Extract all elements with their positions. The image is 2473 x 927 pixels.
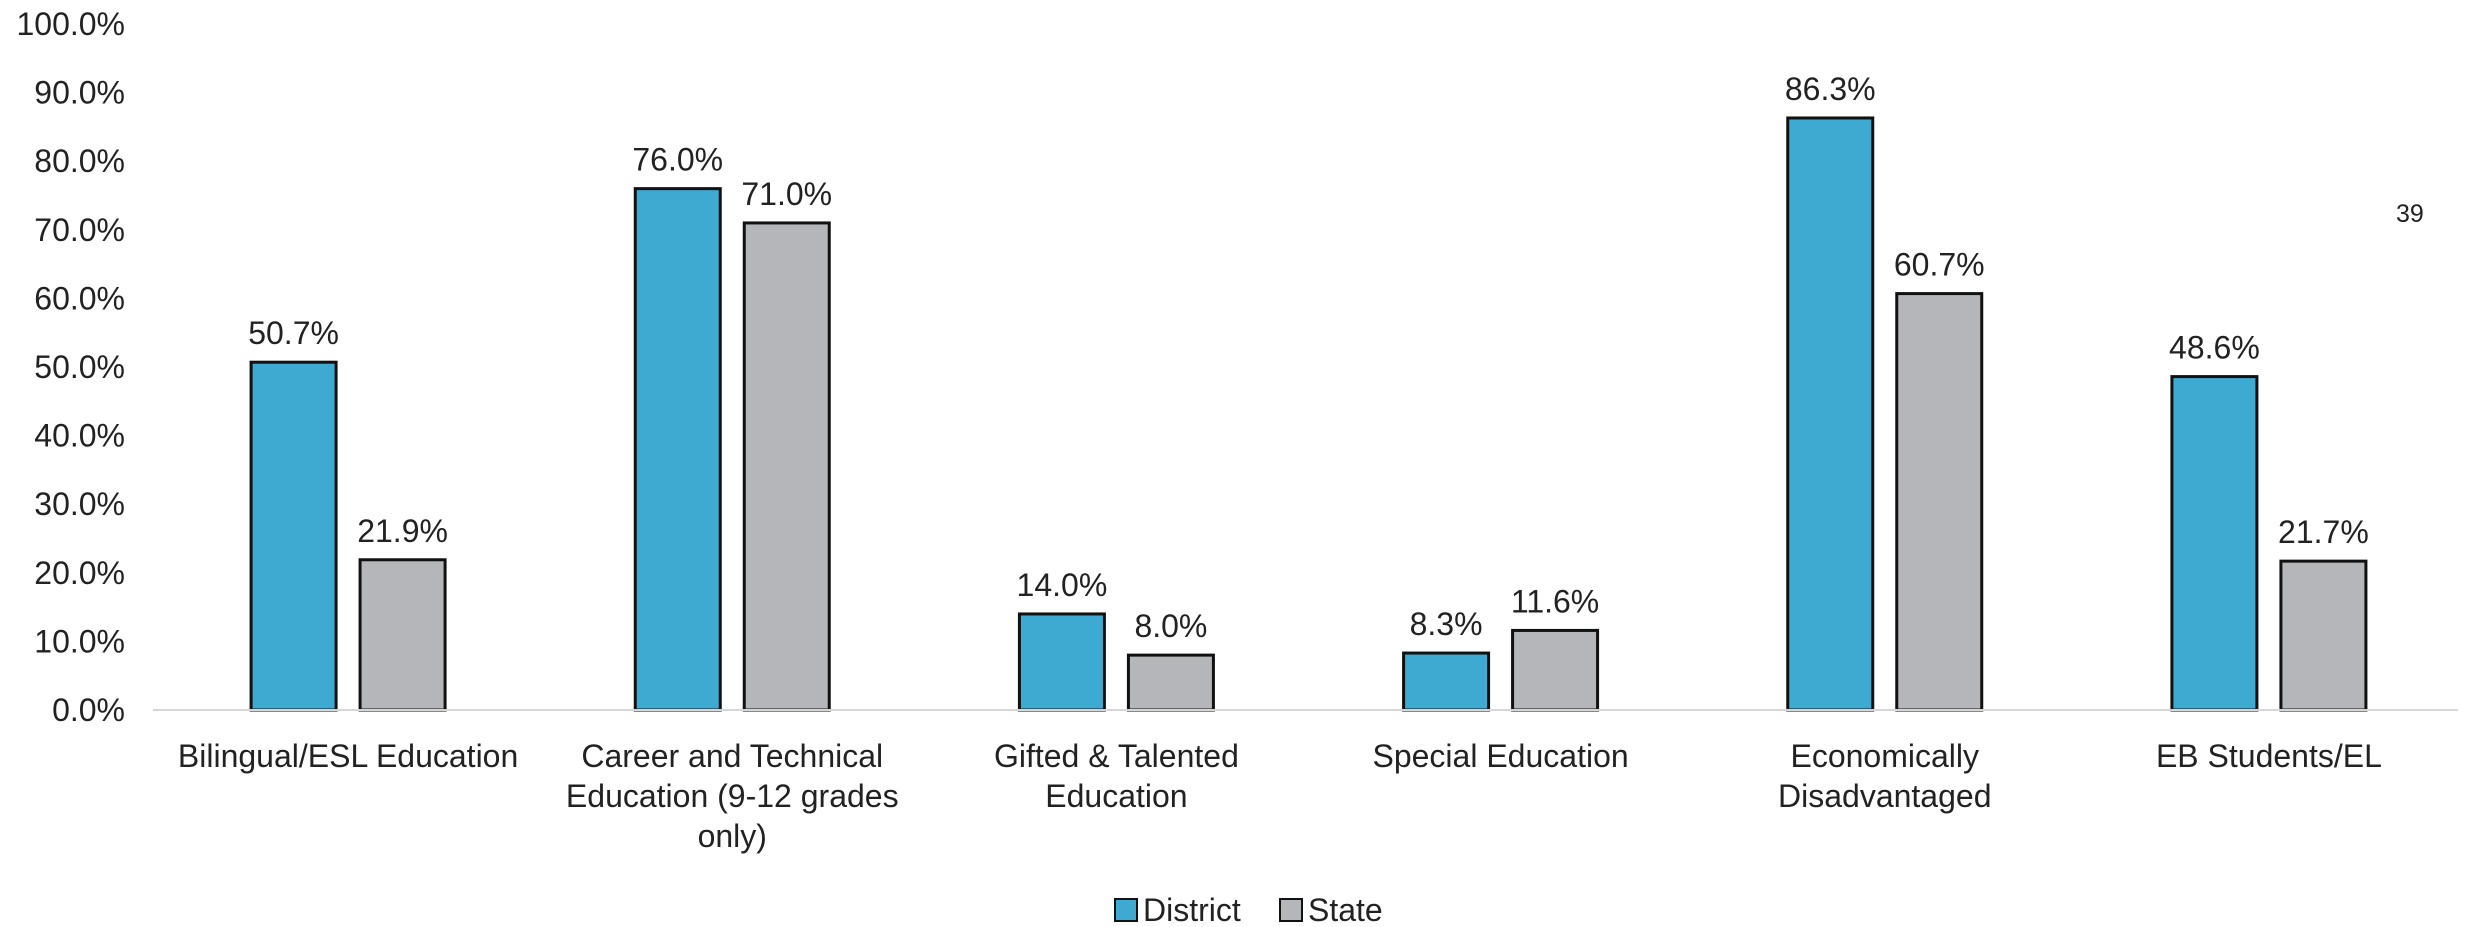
bar-state-4 [1895, 292, 1984, 712]
data-label-district-3: 8.3% [1410, 606, 1483, 642]
y-tick-label: 60.0% [34, 280, 125, 316]
data-label-state-4: 60.7% [1894, 247, 1985, 283]
y-tick-label: 100.0% [16, 6, 125, 42]
data-label-district-1: 76.0% [632, 142, 723, 178]
data-label-state-0: 21.9% [357, 513, 448, 549]
y-tick-label: 80.0% [34, 143, 125, 179]
bar-state-2 [1126, 653, 1215, 712]
data-label-district-2: 14.0% [1017, 567, 1108, 603]
data-label-state-1: 71.0% [741, 176, 832, 212]
data-label-state-3: 11.6% [1511, 583, 1599, 619]
y-tick-label: 50.0% [34, 349, 125, 385]
category-label: Career and Technical Education (9-12 grad… [566, 738, 899, 854]
legend-swatch-district[interactable] [1114, 898, 1138, 922]
bar-state-1 [742, 221, 831, 712]
category-label: Special Education [1372, 738, 1628, 774]
category-labels: Bilingual/ESL Education Career and Techni… [178, 738, 2382, 854]
bar-state-5 [2279, 559, 2368, 712]
data-label-state-5: 21.7% [2278, 514, 2369, 550]
legend-label-state[interactable]: State [1308, 892, 1383, 927]
page-number: 39 [2396, 200, 2424, 228]
category-label: Gifted & Talented Education [994, 738, 1239, 814]
category-label: Economically Disadvantaged [1778, 738, 1991, 814]
y-tick-label: 70.0% [34, 212, 125, 248]
data-label-district-0: 50.7% [248, 315, 339, 351]
y-tick-label: 20.0% [34, 555, 125, 591]
y-tick-label: 40.0% [34, 418, 125, 454]
legend-label-district[interactable]: District [1143, 892, 1241, 927]
bar-district-1 [633, 187, 722, 712]
y-axis-ticks: 0.0% 10.0% 20.0% 30.0% 40.0% 50.0% 60.0% 70.0% 8… [16, 6, 125, 728]
legend-swatch-state[interactable] [1279, 898, 1303, 922]
bar-district-4 [1786, 116, 1875, 712]
data-label-district-4: 86.3% [1785, 71, 1876, 107]
y-tick-label: 0.0% [52, 692, 125, 728]
y-tick-label: 90.0% [34, 75, 125, 111]
bar-district-5 [2170, 375, 2259, 712]
y-tick-label: 30.0% [34, 486, 125, 522]
category-label: EB Students/EL [2156, 738, 2382, 774]
data-labels: 50.7% 21.9% 76.0% 71.0% 14.0% 8.0% 8.3% 11.6% 86… [248, 71, 2369, 644]
bar-district-0 [249, 360, 338, 712]
data-label-state-2: 8.0% [1134, 608, 1207, 644]
bar-district-2 [1017, 612, 1106, 712]
legend[interactable]: District State [1114, 892, 1383, 927]
y-tick-label: 10.0% [34, 623, 125, 659]
data-label-district-5: 48.6% [2169, 330, 2260, 366]
bar-state-0 [358, 558, 447, 712]
bars [249, 116, 2368, 712]
bar-state-3 [1511, 628, 1600, 712]
category-label: Bilingual/ESL Education [178, 738, 518, 774]
bar-district-3 [1402, 651, 1491, 712]
